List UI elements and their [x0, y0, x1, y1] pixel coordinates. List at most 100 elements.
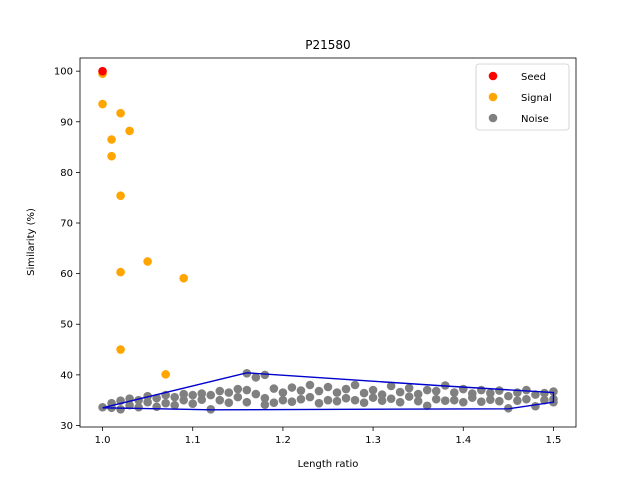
noise-point	[287, 383, 297, 392]
noise-point	[422, 385, 432, 395]
signal-point	[116, 108, 125, 118]
x-tick-label: 1.0	[95, 435, 111, 446]
y-tick-label: 30	[60, 421, 73, 432]
noise-point	[404, 383, 414, 393]
noise-point	[215, 395, 225, 405]
noise-point	[152, 393, 161, 403]
chart-title: P21580	[305, 38, 350, 52]
noise-point	[531, 390, 540, 399]
noise-point	[305, 392, 315, 402]
noise-point	[242, 397, 252, 407]
noise-point	[395, 387, 405, 397]
noise-point	[368, 393, 378, 402]
x-tick-label: 1.3	[365, 435, 381, 446]
noise-point	[522, 385, 531, 395]
noise-point	[260, 370, 270, 380]
noise-point	[179, 395, 189, 405]
x-tick-label: 1.1	[185, 435, 201, 446]
noise-point	[486, 388, 495, 398]
noise-point	[305, 380, 315, 390]
noise-point	[449, 395, 459, 405]
legend-label-signal: Signal	[521, 93, 552, 104]
noise-point	[513, 396, 522, 405]
y-tick-label: 50	[60, 320, 73, 331]
noise-point	[170, 392, 179, 402]
noise-point	[215, 386, 225, 396]
signal-point	[125, 126, 134, 136]
noise-point	[341, 384, 351, 394]
noise-point	[116, 404, 125, 414]
noise-point	[143, 391, 152, 401]
x-tick-label: 1.2	[275, 435, 291, 446]
noise-point	[269, 384, 279, 393]
noise-point	[197, 395, 207, 404]
noise-point	[458, 397, 468, 407]
noise-point	[314, 386, 324, 396]
noise-point	[278, 395, 288, 405]
noise-point	[332, 388, 342, 397]
noise-point	[540, 388, 549, 398]
legend-label-noise: Noise	[521, 114, 549, 125]
noise-point	[269, 398, 279, 408]
legend-box	[475, 63, 570, 131]
y-tick-label: 40	[60, 370, 73, 381]
noise-point	[314, 398, 324, 408]
noise-point	[179, 389, 189, 399]
noise-point	[233, 392, 243, 402]
noise-point	[404, 392, 414, 401]
noise-point	[152, 402, 161, 412]
signal-point	[116, 267, 125, 277]
x-axis-label: Length ratio	[298, 459, 359, 470]
noise-point	[287, 397, 297, 406]
signal-point	[143, 257, 152, 266]
y-tick-label: 70	[60, 219, 73, 230]
y-tick-label: 60	[60, 269, 73, 280]
noise-point	[242, 385, 252, 395]
noise-point	[323, 382, 333, 392]
noise-point	[296, 386, 306, 395]
signal-point	[107, 135, 116, 144]
plot-frame	[79, 57, 577, 428]
signal-point	[116, 191, 125, 200]
noise-point	[549, 387, 558, 396]
legend-marker-signal	[488, 92, 498, 102]
signal-point	[107, 151, 116, 161]
noise-point	[531, 401, 540, 411]
noise-point	[260, 400, 270, 410]
noise-point	[332, 396, 342, 406]
legend: Seed Signal Noise	[475, 63, 570, 131]
noise-point	[377, 396, 387, 405]
noise-point	[386, 381, 396, 391]
noise-point	[224, 398, 234, 408]
noise-point	[458, 384, 468, 394]
noise-point	[477, 397, 486, 406]
noise-point	[188, 390, 198, 400]
noise-point	[233, 384, 243, 394]
noise-point	[206, 390, 216, 400]
legend-marker-noise	[488, 113, 498, 123]
noise-point	[449, 388, 459, 397]
noise-point	[278, 388, 288, 397]
legend-label-seed: Seed	[521, 72, 546, 83]
noise-point	[368, 385, 378, 395]
noise-point	[540, 395, 549, 405]
noise-point	[413, 396, 423, 406]
noise-point	[522, 394, 531, 404]
noise-point	[224, 388, 234, 397]
noise-point	[125, 400, 134, 410]
y-tick-label: 80	[60, 168, 73, 179]
noise-point	[495, 396, 504, 406]
x-tick-label: 1.4	[455, 435, 471, 446]
noise-point	[323, 395, 333, 405]
noise-point	[161, 398, 170, 408]
y-axis: 30 40 50 60 70 80 90 100	[54, 67, 80, 432]
noise-point	[341, 393, 351, 403]
plot-area	[98, 66, 558, 414]
noise-point	[377, 390, 387, 399]
noise-point	[251, 373, 261, 382]
noise-point	[486, 395, 495, 404]
hull-outline	[102, 372, 555, 411]
noise-point	[260, 393, 270, 403]
signal-point	[98, 99, 107, 109]
